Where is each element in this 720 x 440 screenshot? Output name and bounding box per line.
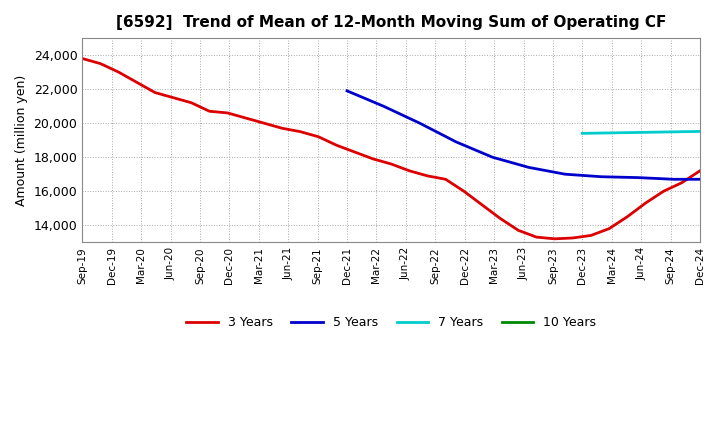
Title: [6592]  Trend of Mean of 12-Month Moving Sum of Operating CF: [6592] Trend of Mean of 12-Month Moving … — [116, 15, 666, 30]
Legend: 3 Years, 5 Years, 7 Years, 10 Years: 3 Years, 5 Years, 7 Years, 10 Years — [181, 311, 601, 334]
Y-axis label: Amount (million yen): Amount (million yen) — [15, 74, 28, 206]
